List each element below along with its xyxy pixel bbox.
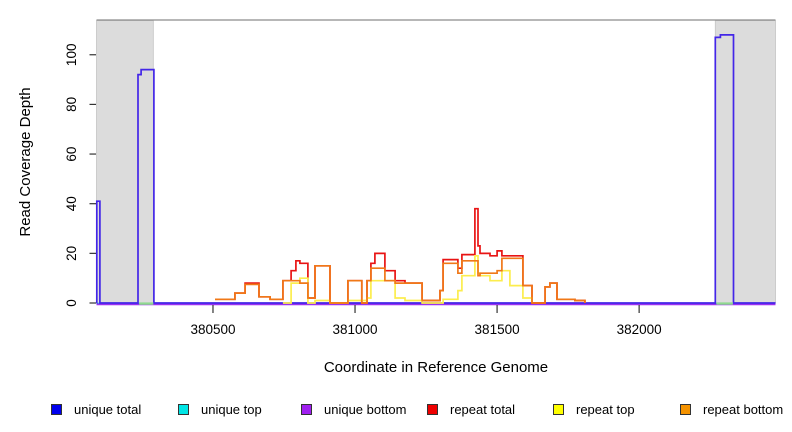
shaded-region-right-flank <box>714 20 776 304</box>
repeat-top-swatch-icon <box>553 403 564 415</box>
series-repeat-top <box>282 254 533 304</box>
x-tick-label: 382000 <box>617 322 662 337</box>
x-tick-label: 381000 <box>333 322 378 337</box>
series-unique-total <box>95 34 776 304</box>
legend-item-unique-bottom: unique bottom <box>301 400 406 418</box>
legend-item-unique-top: unique top <box>178 400 262 418</box>
legend-label: repeat bottom <box>703 401 784 417</box>
legend-label: unique total <box>74 401 142 417</box>
y-tick-label: 0 <box>64 299 79 307</box>
y-tick-label: 40 <box>64 196 79 211</box>
x-axis-title: Coordinate in Reference Genome <box>324 359 548 376</box>
x-tick-label: 380500 <box>190 322 235 337</box>
shaded-region-left-flank <box>96 20 154 304</box>
y-tick-label: 60 <box>64 147 79 162</box>
series-repeat-total <box>215 207 586 304</box>
y-tick-label: 100 <box>64 44 79 67</box>
repeat-total-swatch-icon <box>427 403 438 415</box>
chart-legend: unique total unique top unique bottom re… <box>0 398 792 424</box>
legend-label: repeat top <box>576 401 635 417</box>
coverage-chart: 380500 381000 381500 382000 0 20 40 60 80 100 Coor… <box>17 19 776 376</box>
x-tick-label: 381500 <box>475 322 520 337</box>
unique-top-swatch-icon <box>178 403 189 415</box>
y-tick-label: 80 <box>64 97 79 112</box>
legend-item-repeat-total: repeat total <box>427 400 515 418</box>
legend-label: repeat total <box>450 401 516 417</box>
unique-bottom-swatch-icon <box>301 403 312 415</box>
repeat-bottom-swatch-icon <box>680 403 691 415</box>
y-axis-title: Read Coverage Depth <box>17 87 34 236</box>
legend-item-unique-total: unique total <box>51 400 141 418</box>
unique-total-swatch-icon <box>51 403 62 415</box>
legend-label: unique top <box>201 401 262 417</box>
y-tick-label: 20 <box>64 246 79 261</box>
series-repeat-bottom <box>215 257 586 304</box>
legend-item-repeat-bottom: repeat bottom <box>680 400 783 418</box>
legend-item-repeat-top: repeat top <box>553 400 635 418</box>
legend-label: unique bottom <box>324 401 407 417</box>
